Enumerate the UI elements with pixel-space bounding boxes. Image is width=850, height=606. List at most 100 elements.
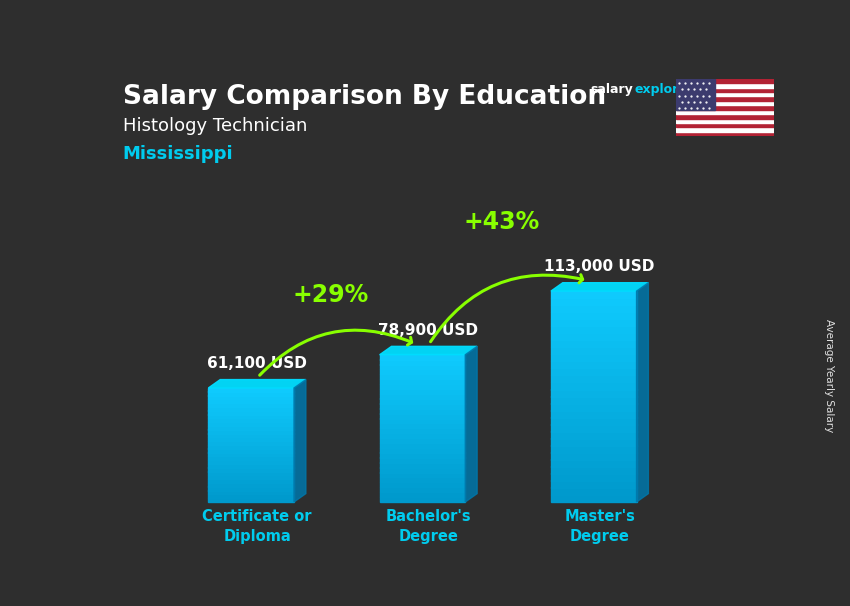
Bar	[551, 438, 637, 446]
Bar	[380, 374, 465, 379]
Polygon shape	[208, 379, 306, 388]
Bar	[208, 387, 294, 391]
Bar	[380, 369, 465, 375]
Text: 113,000 USD: 113,000 USD	[545, 259, 654, 275]
Bar	[380, 448, 465, 453]
Bar	[208, 475, 294, 479]
Bar	[380, 467, 465, 473]
Bar	[551, 459, 637, 467]
Text: Mississippi: Mississippi	[122, 145, 234, 163]
Bar	[551, 361, 637, 368]
Text: explorer: explorer	[635, 83, 694, 96]
Bar	[380, 462, 465, 468]
Bar	[676, 132, 774, 136]
Bar	[208, 403, 294, 407]
Bar	[208, 437, 294, 441]
Bar	[551, 473, 637, 481]
Bar	[208, 410, 294, 415]
Bar	[676, 79, 774, 83]
Bar	[551, 452, 637, 460]
Bar	[380, 408, 465, 414]
Bar	[676, 92, 774, 96]
Bar	[676, 88, 774, 92]
Bar	[380, 418, 465, 424]
Polygon shape	[380, 347, 477, 355]
Polygon shape	[637, 282, 649, 502]
Text: Average Yearly Salary: Average Yearly Salary	[824, 319, 834, 432]
Bar	[380, 491, 465, 497]
Bar	[208, 479, 294, 483]
Bar	[208, 414, 294, 418]
Bar	[208, 395, 294, 399]
Bar	[208, 445, 294, 449]
Bar	[208, 399, 294, 403]
Bar	[551, 305, 637, 312]
Bar	[380, 477, 465, 482]
Text: Master's
Degree: Master's Degree	[564, 509, 635, 544]
Bar	[208, 448, 294, 453]
Bar	[676, 101, 774, 105]
Bar	[208, 498, 294, 502]
Bar	[208, 490, 294, 494]
Bar	[380, 482, 465, 487]
Bar	[208, 456, 294, 460]
Bar	[551, 396, 637, 404]
Bar	[551, 333, 637, 341]
Text: 78,900 USD: 78,900 USD	[378, 323, 479, 338]
Bar	[380, 423, 465, 428]
Bar	[380, 364, 465, 370]
Bar	[551, 445, 637, 453]
Bar	[380, 393, 465, 399]
Bar	[380, 355, 465, 359]
Bar	[551, 291, 637, 298]
Bar	[551, 481, 637, 488]
Bar	[551, 319, 637, 326]
Bar	[380, 359, 465, 365]
Bar	[676, 127, 774, 132]
Bar	[676, 114, 774, 119]
Bar	[380, 433, 465, 438]
Bar	[551, 347, 637, 355]
Bar	[208, 433, 294, 438]
Bar	[676, 105, 774, 110]
Bar	[380, 472, 465, 478]
Bar	[208, 464, 294, 468]
Bar	[551, 354, 637, 361]
Bar	[380, 438, 465, 443]
Bar	[551, 467, 637, 474]
Bar	[676, 119, 774, 123]
Bar	[676, 79, 715, 110]
Bar	[676, 110, 774, 114]
Bar	[551, 326, 637, 333]
Bar	[551, 424, 637, 431]
Text: 61,100 USD: 61,100 USD	[207, 356, 307, 371]
Bar	[380, 453, 465, 458]
Bar	[380, 388, 465, 394]
Bar	[551, 382, 637, 390]
Bar	[208, 494, 294, 498]
Bar	[676, 96, 774, 101]
Bar	[380, 442, 465, 448]
Bar	[551, 298, 637, 305]
Text: Certificate or
Diploma: Certificate or Diploma	[202, 509, 312, 544]
Bar	[676, 83, 774, 88]
Bar	[380, 497, 465, 502]
Polygon shape	[294, 379, 306, 502]
Bar	[551, 431, 637, 439]
Bar	[380, 379, 465, 384]
Bar	[676, 123, 774, 127]
Bar	[208, 482, 294, 487]
Bar	[208, 429, 294, 433]
Bar	[551, 340, 637, 347]
Bar	[208, 418, 294, 422]
Bar	[208, 460, 294, 464]
Polygon shape	[551, 282, 649, 291]
Text: Salary Comparison By Education: Salary Comparison By Education	[122, 84, 606, 110]
Bar	[380, 399, 465, 404]
Bar	[551, 311, 637, 319]
Text: +43%: +43%	[463, 210, 540, 234]
Text: Bachelor's
Degree: Bachelor's Degree	[386, 509, 471, 544]
Bar	[551, 403, 637, 411]
Bar	[551, 410, 637, 418]
Bar	[551, 494, 637, 502]
